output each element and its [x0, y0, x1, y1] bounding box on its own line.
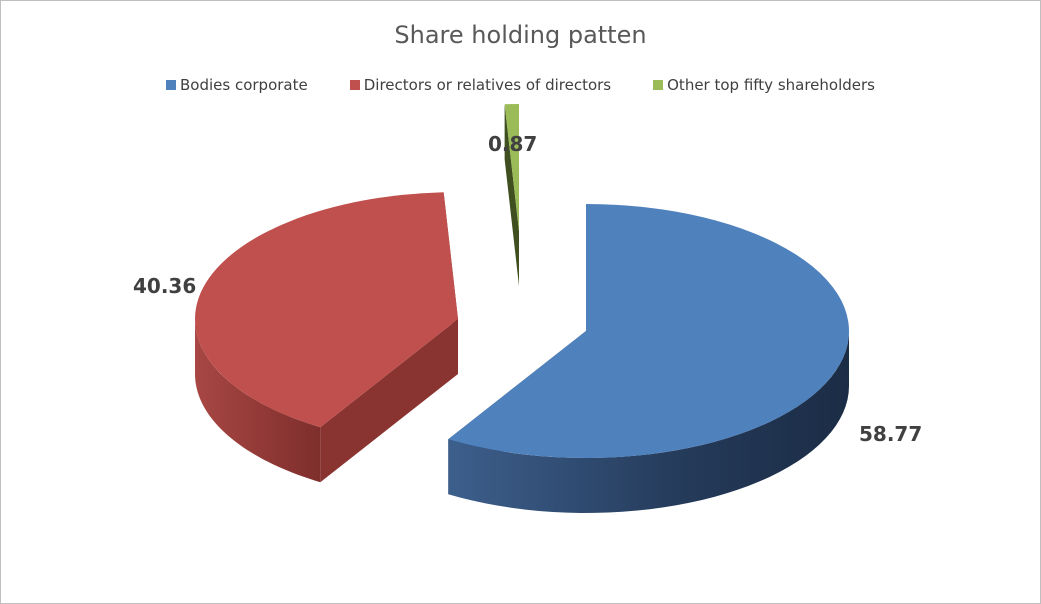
- legend-label: Other top fifty shareholders: [667, 76, 875, 94]
- legend-label: Directors or relatives of directors: [363, 76, 612, 94]
- legend-swatch: [166, 80, 176, 90]
- legend-label: Bodies corporate: [180, 76, 308, 94]
- legend-item-directors: Directors or relatives of directors: [349, 76, 612, 94]
- pie-slice-other: [504, 104, 519, 231]
- pie-slice-side-bodies-corporate: [448, 331, 849, 513]
- legend-swatch: [349, 80, 360, 90]
- legend-swatch: [653, 80, 664, 90]
- pie-slice-directors: [194, 192, 458, 428]
- pie-slice-cut-face-directors: [320, 319, 458, 483]
- legend-item-bodies-corporate: Bodies corporate: [166, 76, 308, 94]
- pie-slice-bodies-corporate: [448, 204, 849, 458]
- pie-slice-side-directors: [195, 319, 321, 483]
- legend: Bodies corporate Directors or relatives …: [1, 76, 1040, 94]
- chart-title: Share holding patten: [394, 21, 647, 49]
- legend-item-other: Other top fifty shareholders: [653, 76, 875, 94]
- pie-slice-cut-face-other: [504, 104, 519, 286]
